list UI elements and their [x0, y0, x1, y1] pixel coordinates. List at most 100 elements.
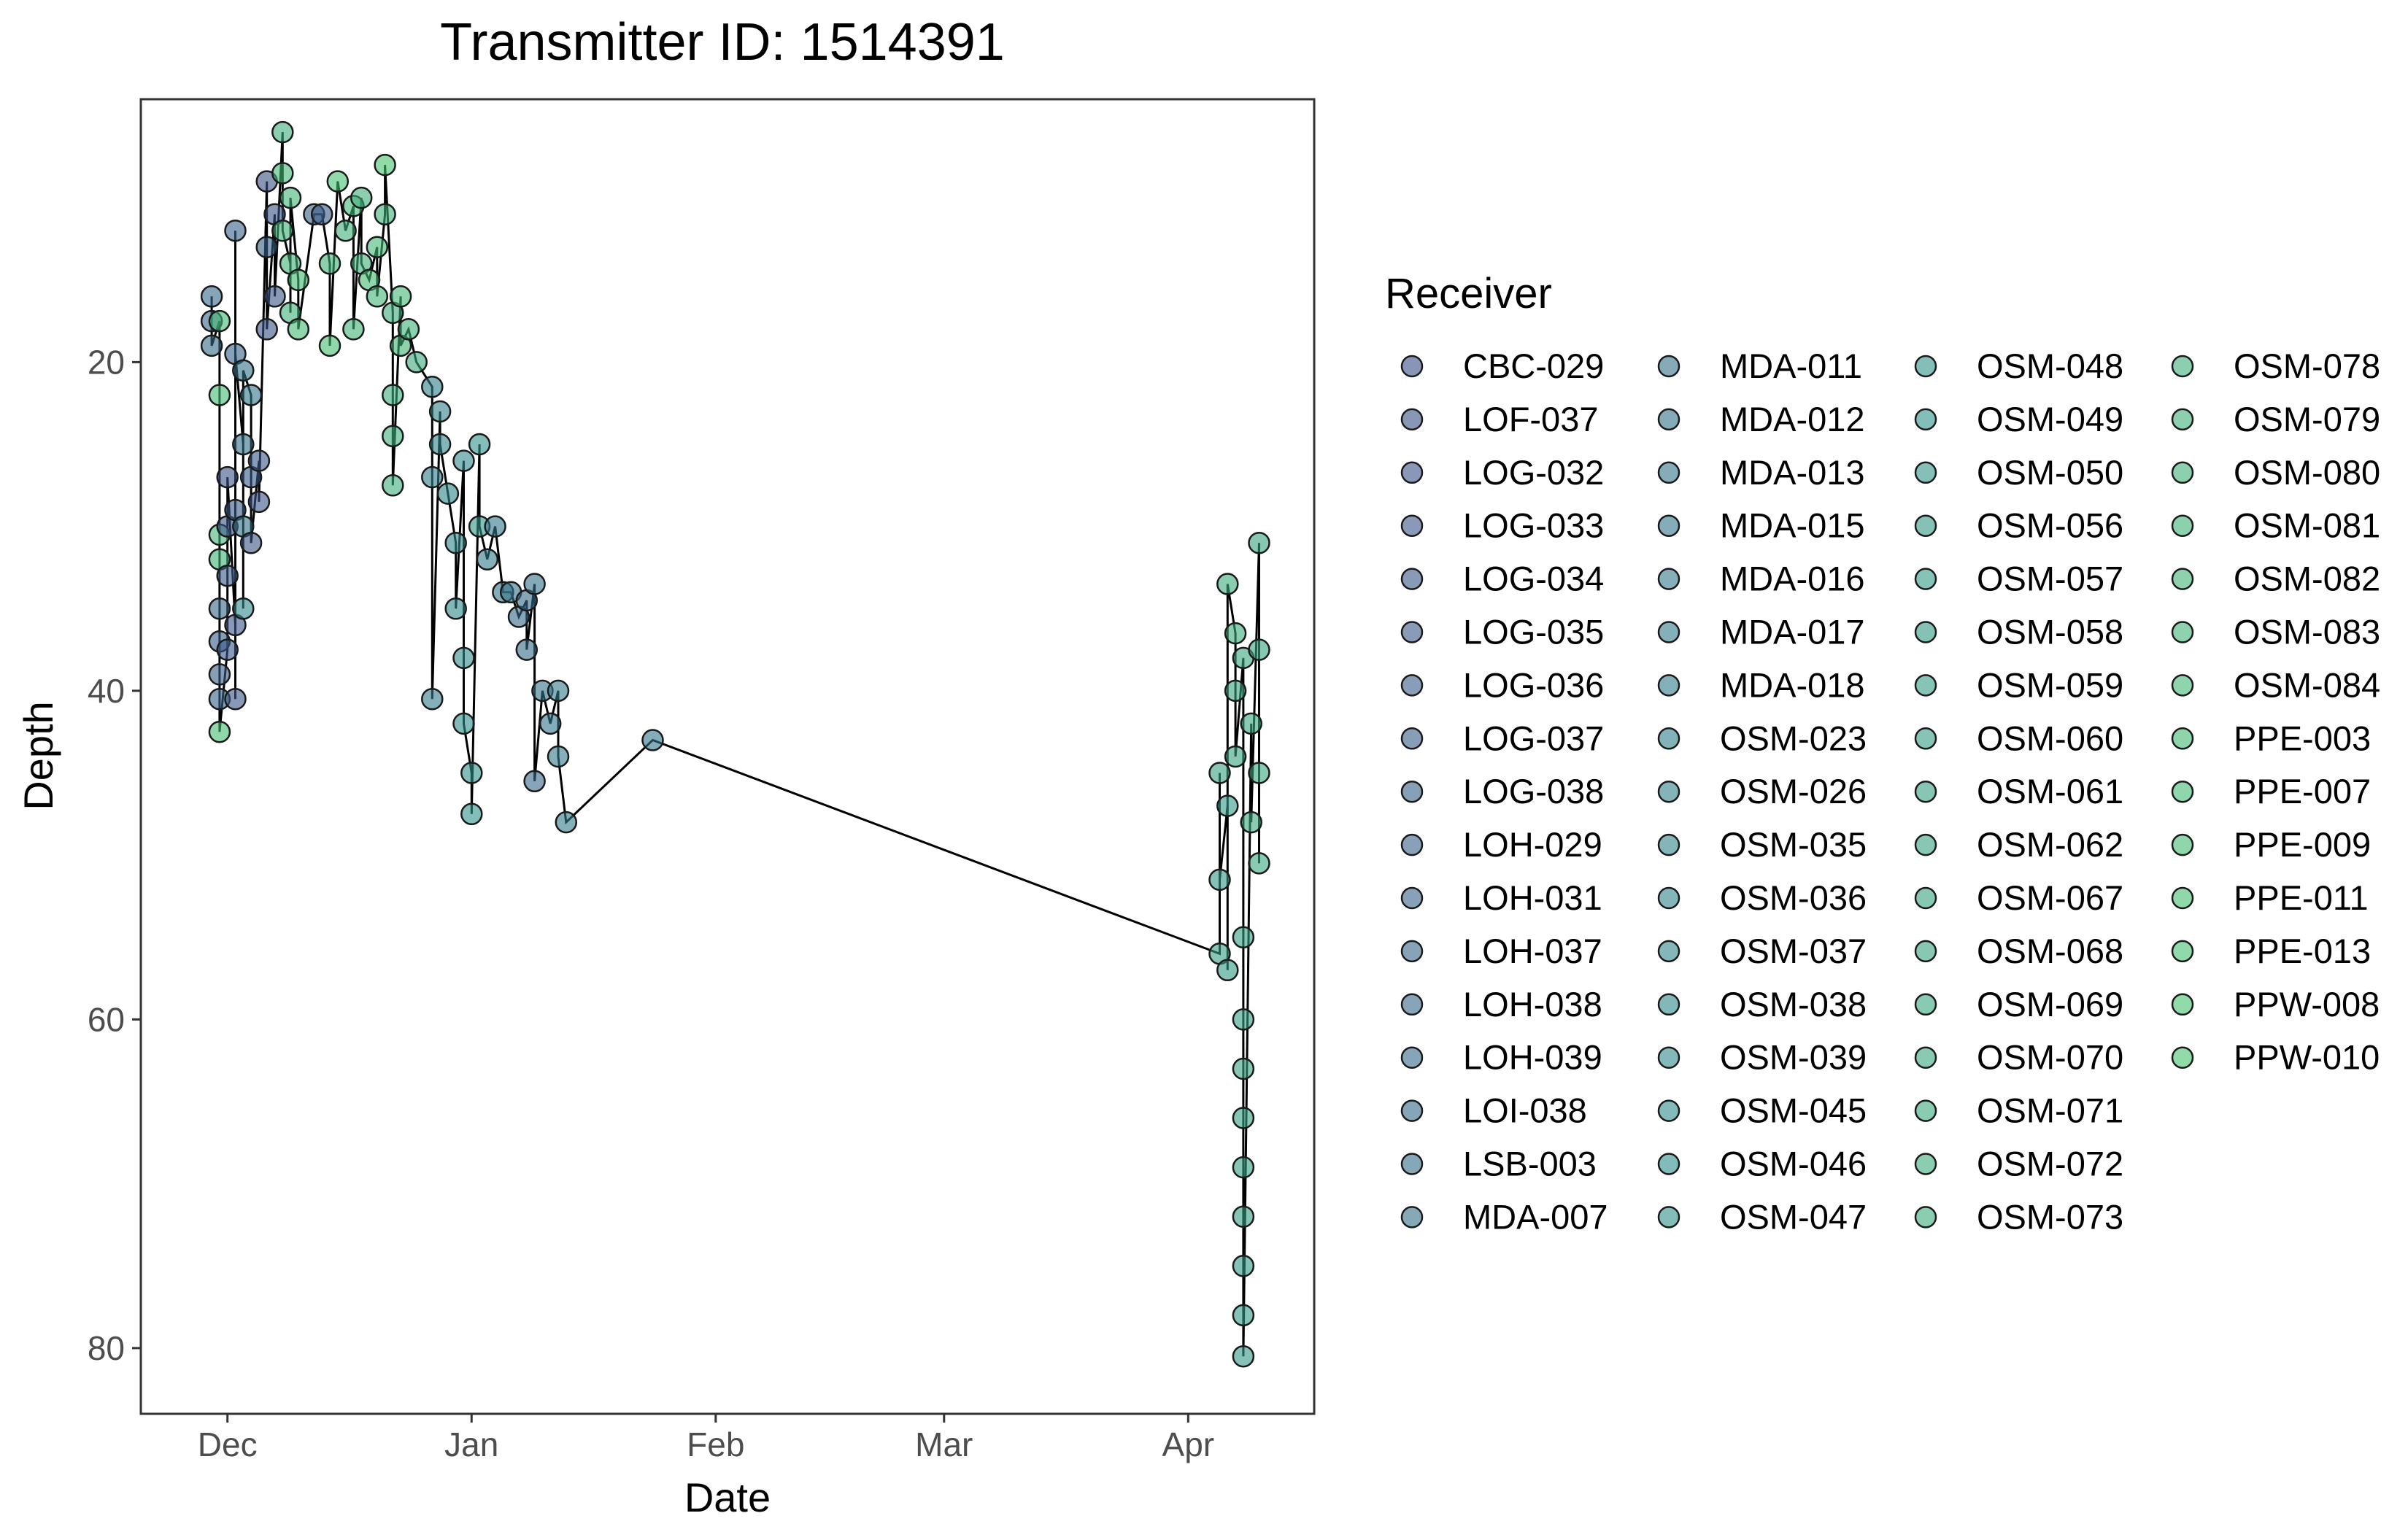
- legend-key: [2171, 621, 2194, 643]
- data-point: [216, 465, 239, 489]
- legend-label: MDA-018: [1720, 665, 1865, 704]
- data-point: [224, 219, 247, 242]
- data-point: [310, 203, 333, 225]
- data-point: [216, 564, 239, 587]
- legend-label: PPW-008: [2234, 985, 2380, 1024]
- data-point: [1232, 1255, 1255, 1277]
- data-point: [247, 449, 271, 472]
- data-point: [318, 334, 341, 357]
- data-point: [374, 203, 396, 225]
- legend-key: [2171, 993, 2194, 1016]
- data-point: [1208, 762, 1231, 784]
- legend-label: LOG-035: [1463, 613, 1604, 651]
- legend-key: [1657, 621, 1680, 643]
- legend: Receiver CBC-029 LOF-037 LOG-032 LOG-033 LOG…: [1385, 270, 2380, 1236]
- data-point: [334, 219, 357, 242]
- data-point: [468, 433, 491, 456]
- y-axis: 20 40 60 80: [88, 343, 141, 1367]
- legend-key: [1657, 355, 1680, 378]
- data-point: [555, 811, 578, 834]
- legend-key: [1657, 1206, 1680, 1229]
- legend-label: OSM-073: [1977, 1197, 2123, 1236]
- legend-label: OSM-045: [1720, 1091, 1867, 1130]
- legend-label: OSM-070: [1977, 1038, 2123, 1077]
- data-point: [382, 425, 404, 448]
- data-point: [239, 531, 263, 554]
- legend-key: [1657, 568, 1680, 590]
- legend-key: [2171, 886, 2194, 910]
- data-point: [444, 531, 467, 554]
- legend-key: [1914, 1206, 1937, 1229]
- data-point: [1248, 638, 1270, 661]
- legend-key: [1914, 993, 1937, 1016]
- legend-label: LOG-032: [1463, 453, 1604, 492]
- data-point: [208, 309, 231, 333]
- legend-key: [2171, 833, 2194, 856]
- data-point: [326, 170, 350, 193]
- legend-key: [1914, 780, 1937, 803]
- data-point: [200, 334, 223, 357]
- data-point: [641, 729, 664, 751]
- legend-label: OSM-035: [1720, 825, 1867, 864]
- legend-label: OSM-059: [1977, 665, 2123, 704]
- legend-key: [1657, 514, 1680, 537]
- legend-key: [1400, 461, 1424, 484]
- legend-label: OSM-026: [1720, 772, 1867, 811]
- legend-label: OSM-061: [1977, 772, 2123, 811]
- legend-key: [1400, 1046, 1424, 1069]
- legend-key: [1400, 355, 1424, 378]
- legend-label: CBC-029: [1463, 347, 1604, 385]
- legend-key: [2171, 514, 2194, 537]
- data-point: [279, 186, 302, 209]
- y-tick-label: 20: [88, 343, 125, 381]
- data-point: [539, 712, 562, 735]
- data-point: [1208, 868, 1231, 891]
- legend-label: LOH-031: [1463, 878, 1602, 917]
- data-point: [1240, 811, 1262, 834]
- legend-key: [2171, 355, 2194, 378]
- data-point: [421, 375, 444, 398]
- data-point: [1248, 531, 1270, 554]
- legend-key: [1400, 940, 1424, 963]
- legend-key: [1914, 408, 1937, 431]
- data-point: [239, 384, 263, 406]
- legend-key: [1657, 1153, 1680, 1175]
- legend-key: [1914, 886, 1937, 910]
- x-tick-label: Feb: [687, 1425, 744, 1463]
- legend-label: MDA-013: [1720, 453, 1865, 492]
- legend-label: PPE-009: [2234, 825, 2371, 864]
- data-point: [1232, 1304, 1255, 1327]
- legend-label: OSM-078: [2234, 347, 2380, 385]
- legend-label: PPE-013: [2234, 932, 2371, 970]
- legend-items: CBC-029 LOF-037 LOG-032 LOG-033 LOG-034 LOG-0…: [1400, 347, 2380, 1236]
- data-point: [547, 745, 570, 768]
- legend-key: [1400, 1206, 1424, 1229]
- legend-label: LOG-038: [1463, 772, 1604, 811]
- y-axis-title: Depth: [15, 701, 61, 810]
- data-point: [1224, 745, 1247, 768]
- data-point: [389, 285, 412, 308]
- legend-label: LOG-036: [1463, 665, 1604, 704]
- data-point: [1232, 1107, 1255, 1129]
- legend-key: [2171, 568, 2194, 590]
- data-point: [374, 153, 396, 177]
- legend-label: OSM-060: [1977, 719, 2123, 757]
- data-point: [484, 515, 506, 538]
- legend-key: [1400, 727, 1424, 750]
- legend-label: OSM-036: [1720, 878, 1867, 917]
- x-tick-label: Apr: [1162, 1425, 1215, 1463]
- data-point: [1224, 622, 1247, 645]
- legend-label: OSM-050: [1977, 453, 2123, 492]
- data-point: [460, 802, 483, 826]
- data-point: [208, 720, 231, 743]
- y-tick-label: 40: [88, 672, 125, 710]
- data-point: [208, 384, 231, 406]
- legend-key: [1914, 355, 1937, 378]
- data-point: [1216, 794, 1239, 817]
- legend-key: [1914, 568, 1937, 590]
- legend-label: LOG-033: [1463, 506, 1604, 545]
- data-point: [366, 236, 389, 258]
- plot-border: [139, 98, 1316, 1415]
- legend-label: LOH-037: [1463, 932, 1602, 970]
